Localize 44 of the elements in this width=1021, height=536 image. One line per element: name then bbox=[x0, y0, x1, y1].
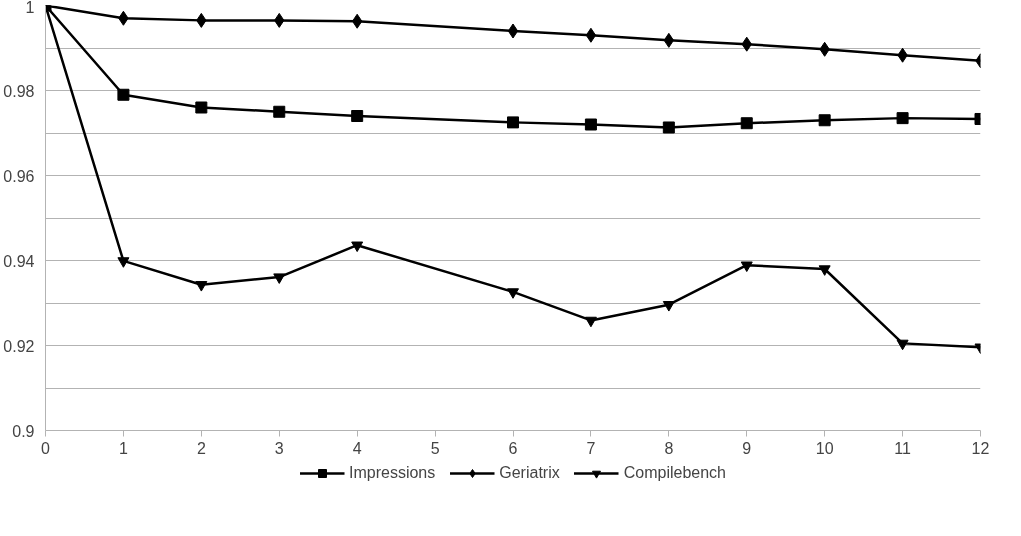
point bbox=[195, 101, 208, 114]
point bbox=[273, 273, 286, 284]
x-tick-label: 4 bbox=[352, 439, 362, 457]
legend-label: Geriatrix bbox=[499, 464, 560, 482]
x-tick-label: 2 bbox=[196, 439, 206, 457]
point bbox=[117, 88, 130, 101]
point bbox=[507, 288, 519, 299]
x-tick-label: 8 bbox=[664, 439, 674, 457]
x-tick-label: 3 bbox=[274, 439, 284, 457]
point bbox=[117, 257, 130, 268]
point bbox=[507, 23, 519, 39]
point bbox=[740, 261, 753, 273]
x-tick-label: 9 bbox=[742, 439, 752, 457]
point bbox=[351, 241, 364, 253]
x-tick-label: 10 bbox=[815, 439, 834, 457]
point bbox=[584, 118, 597, 131]
x-tick-label: 6 bbox=[508, 439, 518, 457]
y-tick-label: 0.94 bbox=[3, 252, 35, 270]
point bbox=[662, 301, 675, 312]
y-tick-label: 0.98 bbox=[3, 82, 35, 100]
point bbox=[818, 114, 831, 127]
x-tick-label: 1 bbox=[118, 439, 128, 457]
point bbox=[896, 112, 909, 125]
point bbox=[195, 281, 208, 292]
x-tick-label: 12 bbox=[971, 439, 990, 457]
point bbox=[351, 110, 364, 122]
y-tick-label: 0.96 bbox=[3, 167, 35, 185]
legend-label: Impressions bbox=[349, 464, 436, 482]
point bbox=[662, 121, 675, 134]
point bbox=[585, 27, 597, 43]
y-tick-label: 0.92 bbox=[3, 337, 35, 355]
legend-label: Compilebench bbox=[623, 464, 726, 482]
point bbox=[507, 116, 519, 129]
point bbox=[818, 265, 831, 276]
point bbox=[273, 105, 286, 118]
x-tick-label: 11 bbox=[894, 439, 911, 457]
x-tick-label: 0 bbox=[41, 439, 51, 457]
point bbox=[896, 339, 909, 351]
x-tick-label: 7 bbox=[586, 439, 596, 457]
y-tick-label: 1 bbox=[25, 0, 35, 16]
x-tick-label: 5 bbox=[430, 439, 440, 457]
y-tick-label: 0.9 bbox=[12, 422, 35, 440]
point bbox=[584, 316, 597, 328]
point bbox=[740, 117, 753, 130]
